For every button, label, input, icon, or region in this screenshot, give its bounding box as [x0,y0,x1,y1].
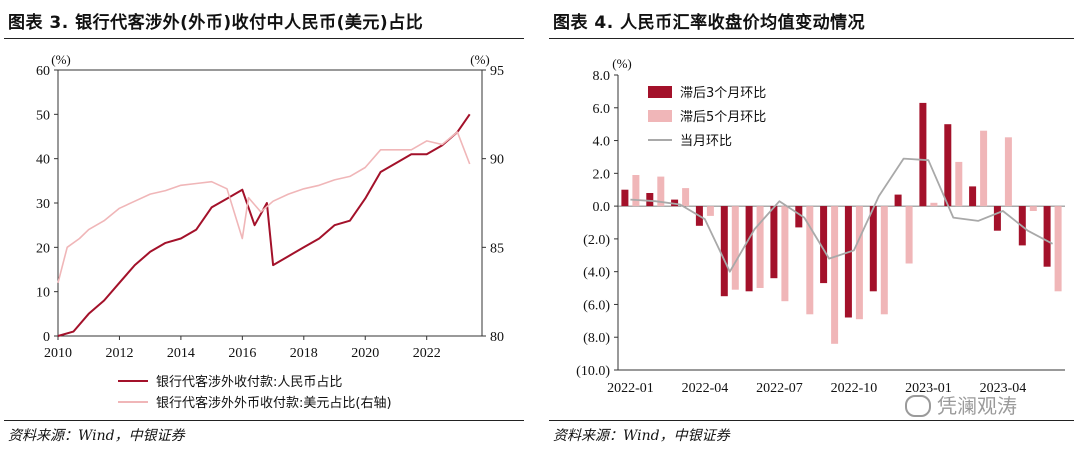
right-axis-unit: (%) [470,52,490,67]
left-axis-unit: (%) [51,52,71,67]
series-line-rmb-share [57,113,471,337]
y-axis-unit: (%) [612,56,632,71]
right-source-rule [549,420,1074,421]
left-source-note: 资料来源：Wind，中银证券 [8,428,185,444]
bar-lag3 [844,206,852,318]
y-tick-label: 2.0 [593,167,611,182]
bar-lag5 [930,202,938,207]
bar-lag3 [720,206,728,297]
y-tick-label: 20 [36,241,50,256]
y2-tick-label: 95 [490,64,504,79]
bar-lag3 [969,186,977,207]
right-title-rule [549,38,1074,39]
y-tick-label: 60 [36,64,50,79]
right-figure: 图表 4. 人民币汇率收盘价均值变动情况 (%) 8.0 6.0 4.0 2.0 0.0(… [545,0,1080,451]
x-tick-label: 2016 [228,346,256,361]
legend-label: 滞后3个月环比 [680,86,766,101]
bar-lag5 [1029,206,1037,211]
bar-lag3 [919,102,927,207]
y-tick-label: 4.0 [593,135,611,150]
bar-lag3 [993,206,1001,231]
x-tick-label: 2022-04 [682,381,729,396]
bar-lag3 [621,189,629,207]
y-tick-label: 40 [36,153,50,168]
bar-lag3 [745,206,753,292]
x-tick-label: 2012 [105,346,133,361]
y2-tick-label: 85 [490,241,504,256]
bar-lag5 [905,206,913,264]
y-tick-label: (8.0) [583,331,610,346]
wechat-icon [905,394,931,417]
bar-lag5 [657,176,665,207]
y-tick-label: (2.0) [583,233,610,248]
y2-tick-label: 90 [490,153,504,168]
x-tick-label: 2023-01 [905,381,952,396]
left-figure-title: 图表 3. 银行代客涉外(外币)收付中人民币(美元)占比 [8,13,424,33]
right-figure-title: 图表 4. 人民币汇率收盘价均值变动情况 [553,13,866,33]
bar-lag3 [770,206,778,279]
bar-lag3 [795,206,803,228]
x-tick-label: 2023-04 [980,381,1027,396]
left-chart: (%) (%) 0 10 20 30 40 50 60 80 85 90 95 2010 2012 2014 2… [36,52,504,411]
bar-lag5 [682,188,690,207]
y2-tick-label: 80 [490,330,504,345]
x-tick-label: 2022-10 [831,381,878,396]
x-tick-label: 2022 [413,346,441,361]
x-tick-label: 2020 [351,346,379,361]
right-source-note: 资料来源：Wind，中银证券 [553,428,730,444]
bar-lag5 [731,206,739,290]
bar-lag5 [831,206,839,344]
legend-label: 银行代客涉外收付款:人民币占比 [156,374,342,390]
y-tick-label: (6.0) [583,298,610,313]
bar-lag5 [1004,137,1012,207]
bar-lag5 [980,130,988,207]
watermark: 凭澜观涛 [905,390,1017,419]
legend-label: 银行代客涉外外币收付款:美元占比(右轴) [156,395,392,411]
bar-lag3 [820,206,828,284]
bar-lag3 [1043,206,1051,267]
y-tick-label: 8.0 [593,69,611,84]
bar-lag5 [1054,206,1062,292]
bar-lag3 [894,194,902,207]
bar-lag5 [955,161,963,207]
bar-lag5 [756,206,764,288]
y-tick-label: 50 [36,108,50,123]
series-line-current-month [630,157,1054,273]
right-chart: (%)8.0 6.0 4.0 2.0 0.0 (2.0) (4.0) (6.0) (8.0) (1… [576,56,1065,396]
left-title-rule [4,38,524,39]
y-tick-label: 10 [36,286,50,301]
x-tick-label: 2014 [167,346,195,361]
bar-lag5 [806,206,814,315]
left-figure: 图表 3. 银行代客涉外(外币)收付中人民币(美元)占比 (%) (%) 0 10 20… [0,0,530,451]
bar-lag5 [632,175,640,207]
bar-lag5 [880,206,888,315]
y-tick-label: 0.0 [593,200,611,215]
legend-swatch [648,110,672,122]
legend-swatch [648,86,672,98]
x-tick-label: 2022-07 [756,381,803,396]
y-tick-label: 0 [43,330,50,345]
y-tick-label: 30 [36,197,50,212]
bar-lag5 [706,206,714,216]
y-tick-label: 6.0 [593,102,611,117]
legend-label: 当月环比 [680,134,732,149]
bar-lag5 [855,206,863,320]
series-line-usd-share [57,131,471,284]
x-tick-label: 2010 [44,346,72,361]
bar-lag3 [646,193,654,207]
bar-lag5 [781,206,789,302]
y-tick-label: (10.0) [576,364,610,379]
x-tick-label: 2018 [290,346,318,361]
legend-label: 滞后5个月环比 [680,110,766,125]
bar-lag3 [944,124,952,207]
bar-lag3 [869,206,877,292]
watermark-text: 凭澜观涛 [937,394,1017,418]
y-tick-label: (4.0) [583,266,610,281]
x-tick-label: 2022-01 [607,381,654,396]
left-source-rule [4,420,524,421]
